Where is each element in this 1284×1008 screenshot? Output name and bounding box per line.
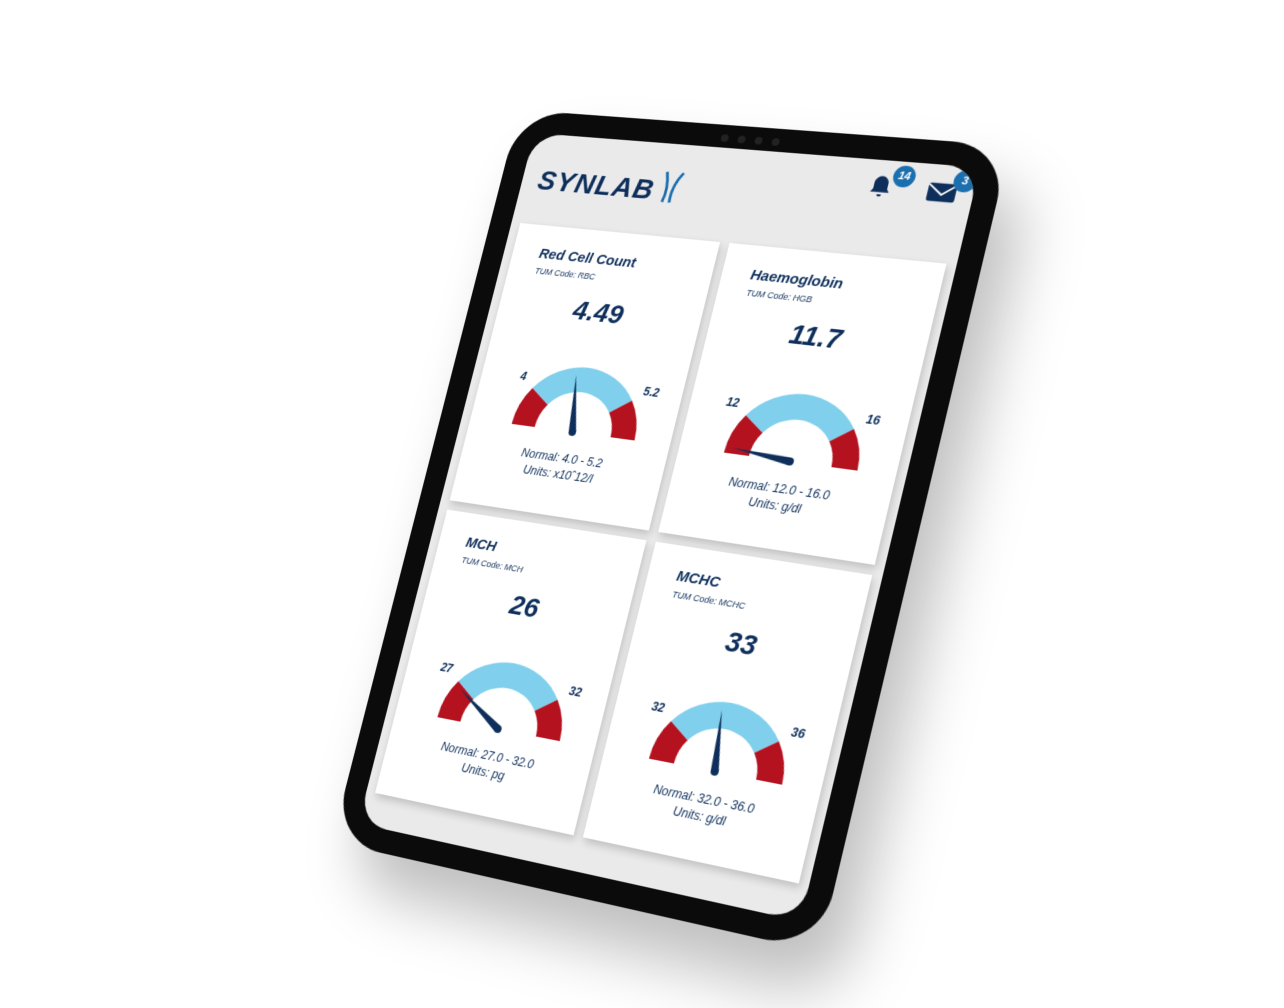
gauge-high-label: 32 xyxy=(567,685,583,700)
gauge-high-label: 16 xyxy=(865,413,882,428)
notification-count-badge: 14 xyxy=(890,164,919,189)
gauge-high-band xyxy=(528,696,570,742)
screen: SYNLAB 14 3 Red Cell Count TUM Code: RBC… xyxy=(358,133,980,922)
app-header: SYNLAB 14 3 xyxy=(513,133,979,257)
gauge: 27 32 xyxy=(437,654,584,742)
synlab-logo[interactable]: SYNLAB xyxy=(534,160,688,210)
gauge: 45.2 xyxy=(511,361,661,441)
lab-result-card[interactable]: MCHC TUM Code: MCHC 33 32 36 Normal: 32.0… xyxy=(582,541,873,884)
gauge-low-label: 4 xyxy=(518,370,528,383)
envelope-icon xyxy=(923,178,960,203)
result-value: 4.49 xyxy=(570,295,627,330)
tum-code: TUM Code: MCHC xyxy=(671,589,747,612)
tum-code: TUM Code: HGB xyxy=(745,287,814,305)
gauge-normal-band xyxy=(742,387,861,445)
gauge-high-label: 5.2 xyxy=(642,385,661,400)
lab-result-card[interactable]: Haemoglobin TUM Code: HGB 11.7 12 16 Norm… xyxy=(658,242,947,565)
messages-button[interactable]: 3 xyxy=(923,169,979,210)
gauge-low-label: 32 xyxy=(650,700,666,716)
camera-array xyxy=(720,134,781,147)
gauge: 12 16 xyxy=(723,387,882,471)
result-value: 11.7 xyxy=(786,318,846,355)
lab-result-card[interactable]: Red Cell Count TUM Code: RBC 4.49 4 5.2 N… xyxy=(449,223,721,531)
test-title: MCHC xyxy=(674,567,723,592)
bell-icon xyxy=(868,175,893,198)
notifications-button[interactable]: 14 xyxy=(863,164,919,205)
gauge: 32 36 xyxy=(648,693,807,785)
tum-code: TUM Code: RBC xyxy=(533,266,597,282)
tum-code: TUM Code: MCH xyxy=(460,554,525,575)
tablet-device: SYNLAB 14 3 Red Cell Count TUM Code: RBC… xyxy=(331,109,1011,952)
gauge-high-band xyxy=(603,398,645,441)
gauge-low-label: 12 xyxy=(725,396,741,411)
logo-mark-icon xyxy=(656,170,688,206)
gauge-low-label: 27 xyxy=(438,661,454,676)
test-title: MCH xyxy=(464,534,499,556)
message-count-badge: 3 xyxy=(951,169,979,194)
lab-result-card[interactable]: MCH TUM Code: MCH 26 27 32 Normal: 27.0 -… xyxy=(375,509,647,836)
gauge-high-label: 36 xyxy=(790,726,807,742)
